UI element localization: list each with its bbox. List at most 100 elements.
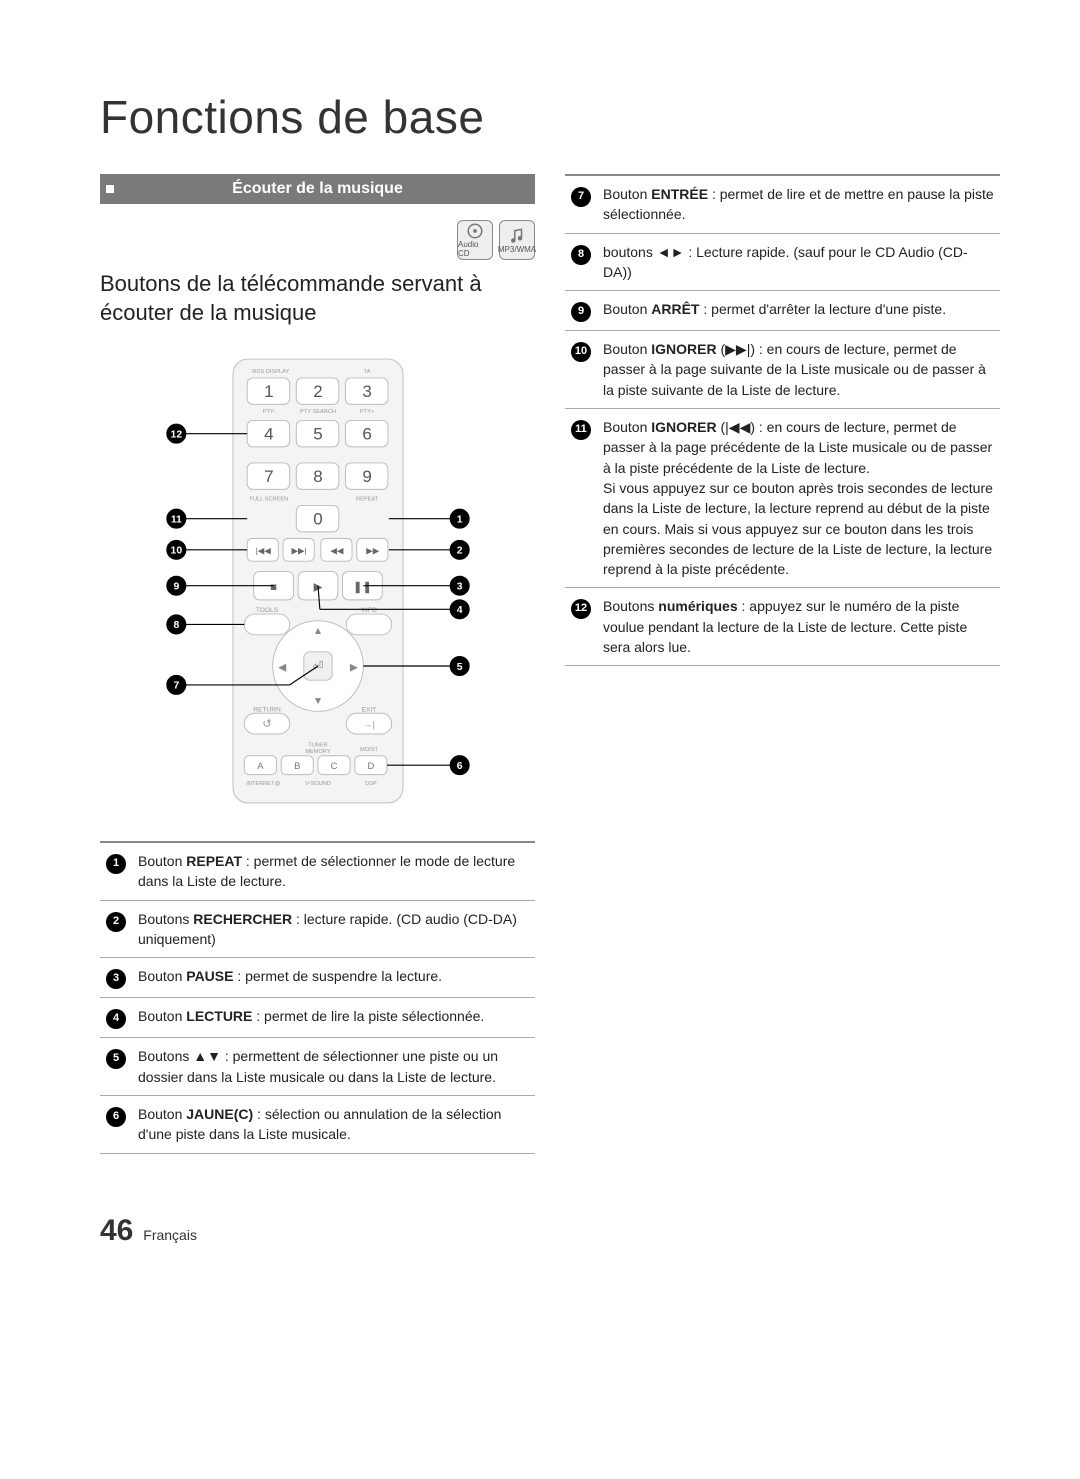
svg-text:6: 6 — [456, 761, 462, 772]
svg-text:12: 12 — [170, 430, 182, 441]
table-row: 5 Boutons ▲▼ : permettent de sélectionner… — [100, 1038, 535, 1096]
svg-text:TA: TA — [363, 369, 370, 375]
svg-text:RETURN: RETURN — [253, 707, 281, 714]
left-column: Écouter de la musique Audio CD MP3/WMA B… — [100, 174, 535, 1154]
number-badge: 5 — [106, 1049, 126, 1069]
right-desc-table: 7 Bouton ENTRÉE : permet de lire et de me… — [565, 174, 1000, 666]
page-number: 46 — [100, 1214, 133, 1247]
svg-text:▶▶: ▶▶ — [366, 546, 380, 556]
number-badge: 3 — [106, 969, 126, 989]
svg-text:D: D — [367, 761, 374, 772]
svg-text:V-SOUND: V-SOUND — [305, 781, 331, 787]
svg-text:FULL SCREEN: FULL SCREEN — [249, 497, 288, 503]
row-text: Boutons ▲▼ : permettent de sélectionner … — [132, 1038, 535, 1096]
row-number: 7 — [565, 175, 597, 233]
svg-text:|◀◀: |◀◀ — [255, 546, 271, 556]
number-badge: 1 — [106, 854, 126, 874]
svg-text:PTY SEARCH: PTY SEARCH — [299, 409, 335, 415]
row-text: Bouton REPEAT : permet de sélectionner l… — [132, 842, 535, 900]
svg-text:PTY-: PTY- — [262, 409, 274, 415]
svg-text:MEMORY: MEMORY — [305, 749, 331, 755]
svg-text:MO/ST: MO/ST — [360, 747, 378, 753]
row-text: Bouton JAUNE(C) : sélection ou annulatio… — [132, 1095, 535, 1153]
svg-text:8: 8 — [173, 620, 179, 631]
row-number: 10 — [565, 331, 597, 409]
subheading: Boutons de la télécommande servant à éco… — [100, 270, 535, 327]
page-footer: 46 Français — [100, 1214, 1000, 1248]
number-badge: 6 — [106, 1107, 126, 1127]
table-row: 8boutons ◄► : Lecture rapide. (sauf pour… — [565, 233, 1000, 291]
table-row: 6 Bouton JAUNE(C) : sélection ou annulati… — [100, 1095, 535, 1153]
row-number: 5 — [100, 1038, 132, 1096]
table-row: 2 Boutons RECHERCHER : lecture rapide. (C… — [100, 900, 535, 958]
row-number: 12 — [565, 588, 597, 666]
row-text: Bouton LECTURE : permet de lire la piste… — [132, 998, 535, 1038]
content-columns: Écouter de la musique Audio CD MP3/WMA B… — [100, 174, 1000, 1154]
table-row: 3 Bouton PAUSE : permet de suspendre la l… — [100, 958, 535, 998]
row-number: 4 — [100, 998, 132, 1038]
svg-text:TOOLS: TOOLS — [255, 607, 278, 614]
row-number: 8 — [565, 233, 597, 291]
left-desc-table: 1 Bouton REPEAT : permet de sélectionner … — [100, 841, 535, 1153]
number-badge: 9 — [571, 302, 591, 322]
page-title: Fonctions de base — [100, 90, 1000, 144]
svg-text:PTY+: PTY+ — [359, 409, 374, 415]
svg-text:9: 9 — [173, 582, 179, 593]
remote-svg: 123 456 789 0 RDS DISPLAYTA PTY-PTY SEAR… — [148, 351, 488, 811]
note-icon — [508, 227, 526, 245]
table-row: 1 Bouton REPEAT : permet de sélectionner … — [100, 842, 535, 900]
audio-cd-label: Audio CD — [458, 240, 492, 258]
svg-text:▲: ▲ — [312, 626, 322, 637]
svg-text:■: ■ — [270, 582, 277, 594]
audio-cd-icon: Audio CD — [457, 220, 493, 260]
svg-text:0: 0 — [313, 510, 322, 529]
number-badge: 2 — [106, 912, 126, 932]
section-band: Écouter de la musique — [100, 174, 535, 204]
svg-text:2: 2 — [313, 382, 322, 401]
svg-text:11: 11 — [170, 515, 181, 526]
row-number: 11 — [565, 409, 597, 588]
svg-text:C: C — [330, 761, 337, 772]
svg-text:9: 9 — [362, 467, 371, 486]
svg-text:◀◀: ◀◀ — [330, 546, 344, 556]
mp3-wma-icon: MP3/WMA — [499, 220, 535, 260]
svg-text:INTERNET@: INTERNET@ — [246, 781, 280, 787]
svg-text:5: 5 — [456, 662, 462, 673]
page-lang-label: Français — [143, 1227, 197, 1243]
table-row: 7 Bouton ENTRÉE : permet de lire et de me… — [565, 175, 1000, 233]
row-number: 9 — [565, 291, 597, 331]
svg-text:▼: ▼ — [312, 696, 322, 707]
row-number: 3 — [100, 958, 132, 998]
svg-text:RDS DISPLAY: RDS DISPLAY — [252, 369, 289, 375]
row-number: 1 — [100, 842, 132, 900]
disc-icon — [466, 222, 484, 240]
svg-text:4: 4 — [264, 425, 273, 444]
svg-text:10: 10 — [170, 546, 182, 557]
row-text: Bouton ENTRÉE : permet de lire et de met… — [597, 175, 1000, 233]
row-text: Bouton ARRÊT : permet d'arrêter la lectu… — [597, 291, 1000, 331]
svg-text:B: B — [294, 761, 300, 772]
row-text: Bouton PAUSE : permet de suspendre la le… — [132, 958, 535, 998]
right-column: 7 Bouton ENTRÉE : permet de lire et de me… — [565, 174, 1000, 1154]
svg-text:8: 8 — [313, 467, 322, 486]
number-badge: 7 — [571, 187, 591, 207]
svg-text:EXIT: EXIT — [361, 707, 376, 714]
svg-text:DSP: DSP — [365, 781, 377, 787]
svg-text:2: 2 — [456, 546, 462, 557]
svg-text:A: A — [257, 761, 264, 772]
row-text: Bouton IGNORER (|◀◀) : en cours de lectu… — [597, 409, 1000, 588]
svg-text:❚❚: ❚❚ — [352, 582, 371, 594]
row-number: 6 — [100, 1095, 132, 1153]
svg-text:7: 7 — [264, 467, 273, 486]
number-badge: 4 — [106, 1009, 126, 1029]
number-badge: 10 — [571, 342, 591, 362]
table-row: 12Boutons numériques : appuyez sur le nu… — [565, 588, 1000, 666]
svg-text:6: 6 — [362, 425, 371, 444]
row-text: Boutons RECHERCHER : lecture rapide. (CD… — [132, 900, 535, 958]
row-text: Bouton IGNORER (▶▶|) : en cours de lectu… — [597, 331, 1000, 409]
table-row: 9 Bouton ARRÊT : permet d'arrêter la lect… — [565, 291, 1000, 331]
svg-text:INFO: INFO — [361, 607, 377, 614]
svg-text:▶▶|: ▶▶| — [291, 546, 306, 556]
row-number: 2 — [100, 900, 132, 958]
svg-text:→|: →| — [363, 720, 375, 731]
